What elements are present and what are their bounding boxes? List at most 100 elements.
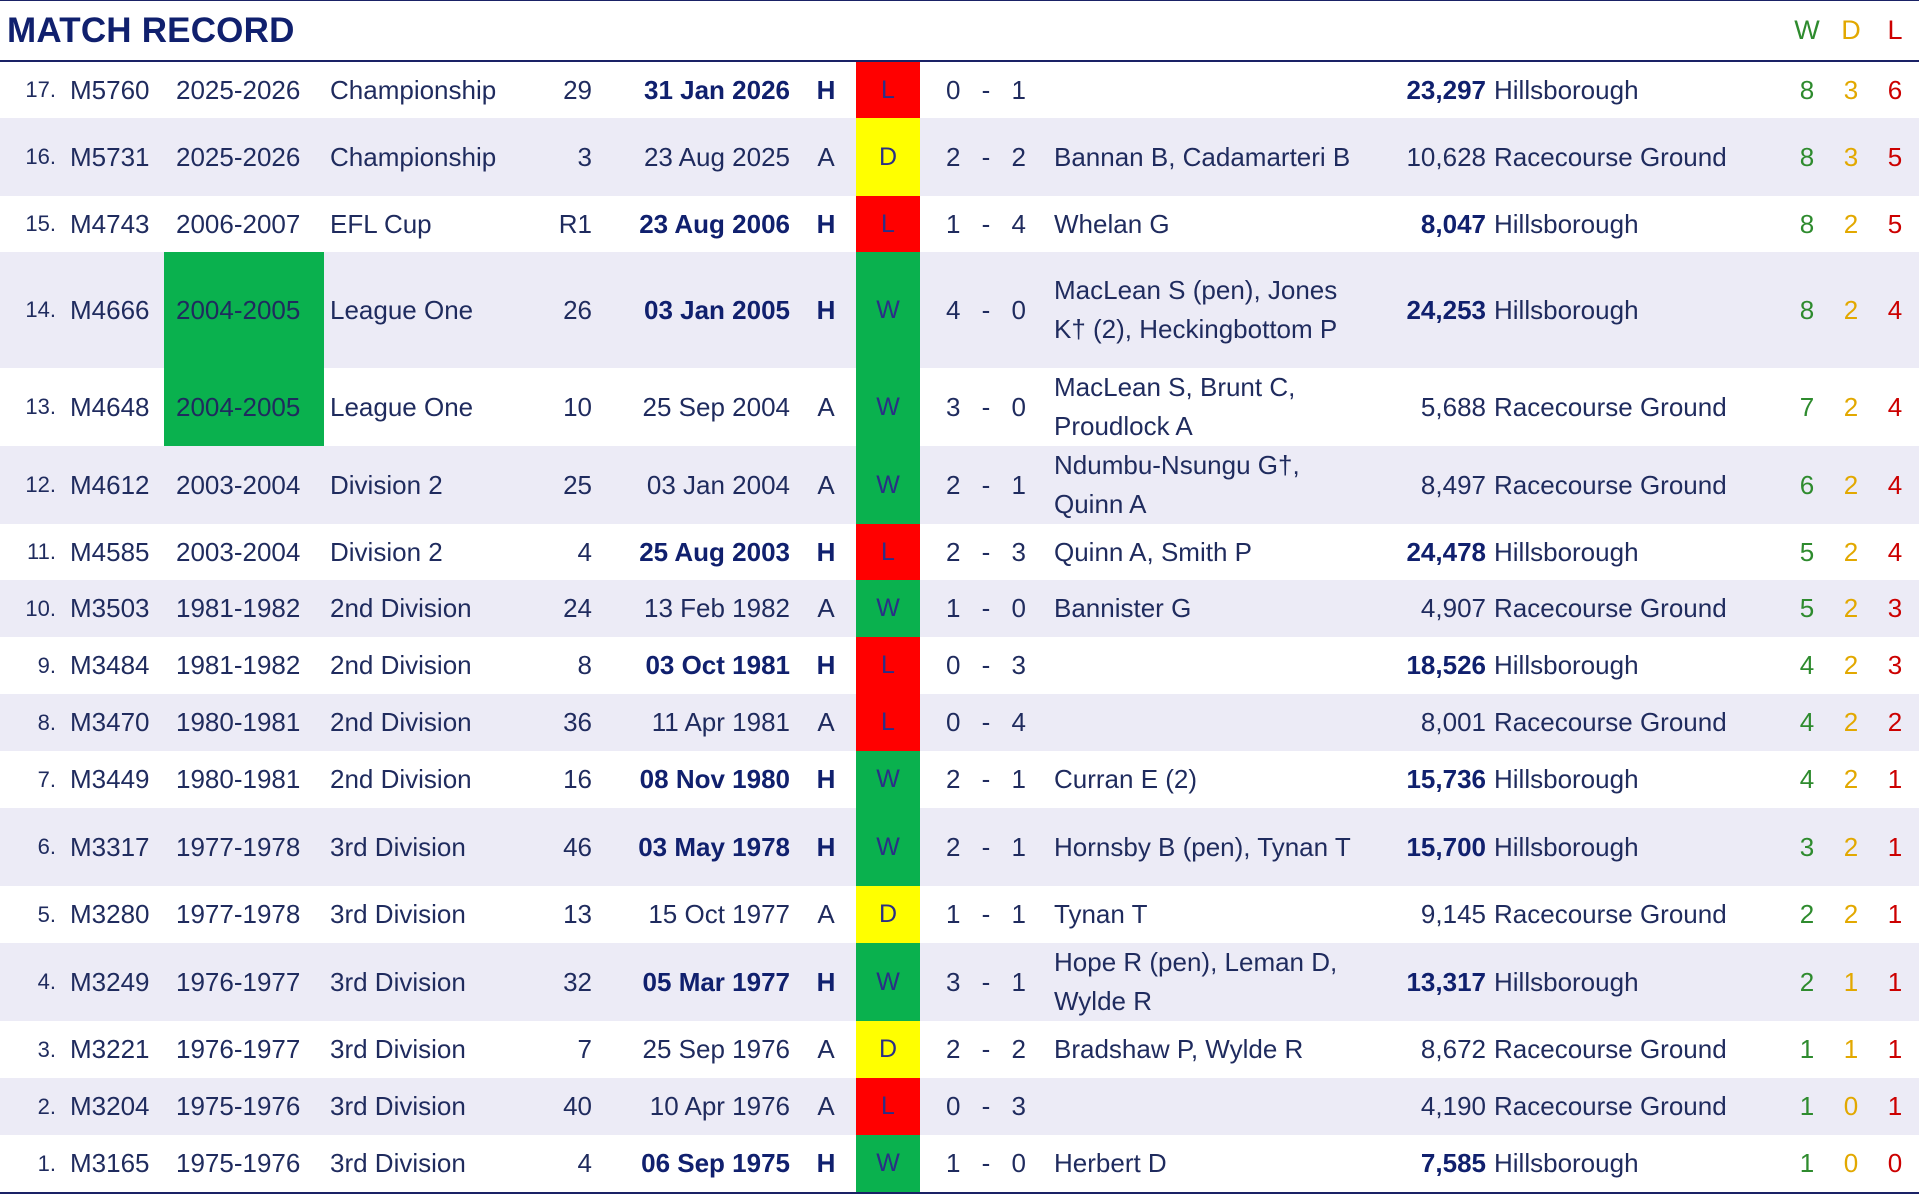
- attendance: 15,700: [1406, 831, 1486, 862]
- losses-running-total: 4: [1887, 294, 1903, 325]
- goalscorers: Ndumbu-Nsungu G†, Quinn A: [1054, 450, 1300, 519]
- attendance: 8,497: [1420, 469, 1486, 500]
- competition: Championship: [330, 141, 497, 172]
- draws-running-total: 2: [1843, 593, 1859, 623]
- away-goals: 1: [1011, 469, 1026, 500]
- score-separator: -: [981, 208, 991, 239]
- venue: Hillsborough: [1494, 831, 1639, 862]
- result-badge: W: [856, 751, 920, 808]
- competition: 2nd Division: [330, 764, 472, 794]
- result-badge: L: [856, 196, 920, 252]
- season: 1976-1977: [176, 1034, 301, 1064]
- row-number: 2.: [37, 1093, 56, 1119]
- row-number: 13.: [25, 394, 56, 419]
- home-away: H: [816, 650, 836, 680]
- result-badge: W: [856, 808, 920, 886]
- result-badge: L: [856, 1078, 920, 1135]
- match-date: 10 Apr 1976: [649, 1091, 790, 1121]
- row-number: 15.: [25, 211, 56, 236]
- score: 3-1: [946, 943, 1026, 1021]
- score-separator: -: [981, 707, 991, 737]
- season: 1977-1978: [176, 831, 301, 862]
- wins-running-total: 2: [1799, 966, 1815, 997]
- venue: Racecourse Ground: [1494, 899, 1727, 929]
- competition: 3rd Division: [330, 1034, 466, 1064]
- draws-running-total: 3: [1843, 74, 1859, 105]
- home-goals: 1: [946, 208, 961, 239]
- match-id: M4585: [70, 536, 150, 567]
- season: 2025-2026: [176, 74, 301, 105]
- season: 1981-1982: [176, 650, 301, 680]
- goalscorers: Bannan B, Cadamarteri B: [1054, 141, 1351, 172]
- venue: Racecourse Ground: [1494, 469, 1727, 500]
- score: 2-1: [946, 446, 1026, 524]
- match-row: 5. M3280 1977-1978 3rd Division 13 15 Oct 197…: [0, 886, 1919, 943]
- result-badge: L: [856, 524, 920, 580]
- losses-running-total: 4: [1887, 391, 1903, 422]
- match-id: M5731: [70, 141, 150, 172]
- match-row: 17. M5760 2025-2026 Championship 29 31 Jan 20…: [0, 62, 1919, 118]
- score-separator: -: [981, 141, 991, 172]
- season: 2025-2026: [176, 141, 301, 172]
- wins-running-total: 7: [1799, 391, 1815, 422]
- attendance: 23,297: [1406, 74, 1486, 105]
- draws-running-total: 2: [1843, 536, 1859, 567]
- competition: 2nd Division: [330, 650, 472, 680]
- home-goals: 0: [946, 74, 961, 105]
- wins-running-total: 4: [1799, 764, 1815, 794]
- home-away: H: [816, 831, 836, 862]
- away-goals: 4: [1011, 208, 1026, 239]
- season: 1980-1981: [176, 707, 301, 737]
- match-date: 25 Sep 2004: [642, 391, 790, 422]
- score-separator: -: [981, 391, 991, 422]
- match-date: 23 Aug 2006: [639, 208, 790, 239]
- draws-running-total: 2: [1843, 294, 1859, 325]
- score-separator: -: [981, 1091, 991, 1121]
- draws-running-total: 2: [1843, 391, 1859, 422]
- home-goals: 2: [946, 764, 961, 794]
- attendance: 13,317: [1406, 966, 1486, 997]
- competition: EFL Cup: [330, 208, 432, 239]
- venue: Racecourse Ground: [1494, 1091, 1727, 1121]
- draws-running-total: 2: [1843, 764, 1859, 794]
- goalscorers: MacLean S, Brunt C, Proudlock A: [1054, 372, 1296, 441]
- wins-running-total: 6: [1799, 469, 1815, 500]
- result-badge: D: [856, 118, 920, 196]
- round: 7: [577, 1034, 592, 1064]
- home-away: H: [816, 1148, 836, 1178]
- match-row: 10. M3503 1981-1982 2nd Division 24 13 Feb 19…: [0, 580, 1919, 637]
- wins-running-total: 8: [1799, 208, 1815, 239]
- losses-running-total: 1: [1887, 764, 1903, 794]
- home-goals: 2: [946, 536, 961, 567]
- home-away: H: [816, 294, 836, 325]
- match-date: 03 Jan 2005: [643, 294, 790, 325]
- venue: Racecourse Ground: [1494, 593, 1727, 623]
- home-away: A: [817, 391, 835, 422]
- venue: Hillsborough: [1494, 966, 1639, 997]
- score-separator: -: [981, 966, 991, 997]
- wins-running-total: 4: [1799, 650, 1815, 680]
- match-row: 9. M3484 1981-1982 2nd Division 8 03 Oct 1981…: [0, 637, 1919, 694]
- attendance: 24,253: [1406, 294, 1486, 325]
- page-title: MATCH RECORD: [7, 11, 295, 50]
- match-id: M3449: [70, 764, 150, 794]
- score: 0-3: [946, 1078, 1026, 1135]
- score: 0-3: [946, 637, 1026, 694]
- match-row: 3. M3221 1976-1977 3rd Division 7 25 Sep 1976…: [0, 1021, 1919, 1078]
- season: 1977-1978: [176, 899, 301, 929]
- row-number: 10.: [25, 595, 56, 621]
- losses-running-total: 4: [1887, 536, 1903, 567]
- round: 32: [563, 966, 592, 997]
- row-number: 8.: [37, 709, 56, 735]
- competition: 3rd Division: [330, 899, 466, 929]
- venue: Racecourse Ground: [1494, 1034, 1727, 1064]
- result-badge: W: [856, 252, 920, 368]
- season: 2003-2004: [176, 536, 301, 567]
- match-id: M4648: [70, 391, 150, 422]
- wins-running-total: 4: [1799, 707, 1815, 737]
- score-separator: -: [981, 764, 991, 794]
- away-goals: 1: [1011, 74, 1026, 105]
- result-badge: D: [856, 886, 920, 943]
- match-id: M3221: [70, 1034, 150, 1064]
- result-badge: L: [856, 62, 920, 118]
